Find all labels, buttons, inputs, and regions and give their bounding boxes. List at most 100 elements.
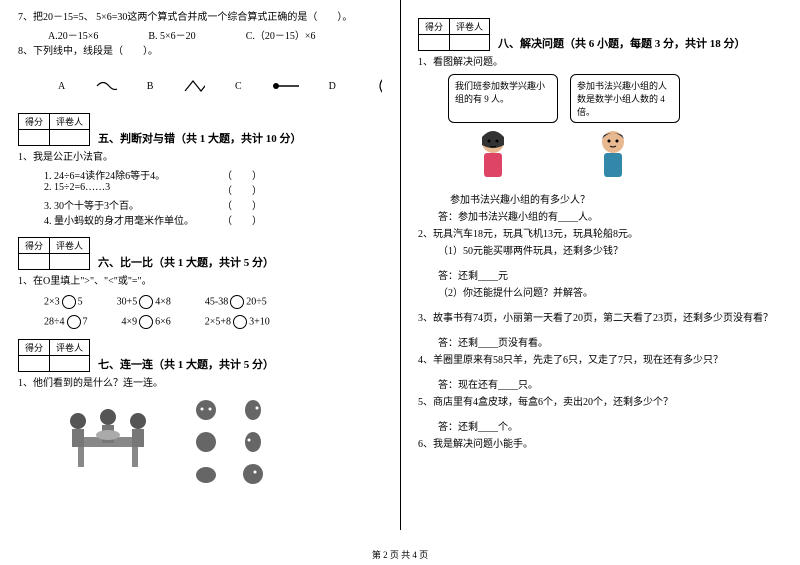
sec6-header: 得分评卷人 六、比一比（共 1 大题，共计 5 分） [18,237,382,270]
comp-1a-l: 2×3 [44,296,60,307]
sec5-i3-paren: （ ） [222,197,262,212]
grader-blank-7 [50,356,90,372]
sec7-title: 七、连一连（共 1 大题，共计 5 分） [90,356,274,372]
q8-stem: 8、下列线中，线段是（ ）。 [18,44,382,59]
score-label: 得分 [19,114,50,130]
sec8-title: 八、解决问题（共 6 小题，每题 3 分，共计 18 分） [490,35,746,51]
q8-4-lead: 4、羊圈里原来有58只羊，先走了6只，又走了7只，现在还有多少只？ [418,353,782,368]
q8-label-c: C [235,81,242,92]
comp-1a: 2×3 5 [44,295,83,309]
comp-2b: 4×9 6×6 [122,315,171,329]
boy-icon [588,127,638,185]
score-blank [19,130,50,146]
comp-2c-r: 3+10 [249,316,270,327]
sec5-i1-paren: （ ） [222,167,262,182]
head-back-icon [188,429,224,457]
q8-1-bubbles: 我们班参加数学兴趣小组的有 9 人。 参加书法兴趣小组的人数是数学小组人数的 4… [418,74,782,123]
comp-1c: 45-38 20÷5 [205,295,267,309]
q7-opt-b: B. 5×6－20 [148,27,195,42]
arc-line-icon [366,71,382,101]
head-front-icon [188,397,224,425]
q8-6-lead: 6、我是解决问题小能手。 [418,437,782,452]
score-label-6: 得分 [19,238,50,254]
grader-label-6: 评卷人 [50,238,90,254]
sec5-i1-text: 1. 24÷6=4读作24除6等于4。 [44,167,165,182]
right-column: 得分评卷人 八、解决问题（共 6 小题，每题 3 分，共计 18 分） 1、看图… [400,0,800,565]
circle-icon [67,315,81,329]
comp-2c: 2×5+8 3+10 [205,315,270,329]
girl-icon [468,127,518,185]
comp-1b-l: 30+5 [117,296,138,307]
score-table-6: 得分评卷人 [18,237,90,270]
zigzag-line-icon [183,77,205,95]
q8-1-persons [418,127,782,185]
comp-2b-r: 6×6 [155,316,171,327]
q8-5-lead: 5、商店里有4盒皮球，每盒6个，卖出20个，还剩多少个？ [418,395,782,410]
grader-label-8: 评卷人 [450,19,490,35]
sec5-i3-text: 3. 30个十等于3个百。 [44,197,139,212]
grader-blank-6 [50,254,90,270]
circle-icon [62,295,76,309]
q8-figures: A B C D [18,71,382,101]
score-blank-6 [19,254,50,270]
score-blank-8 [419,35,450,51]
q8-3-lead: 3、故事书有74页，小丽第一天看了20页，第二天看了23页，还剩多少页没有看？ [418,311,782,326]
head-side-icon [235,397,271,425]
sec7-header: 得分评卷人 七、连一连（共 1 大题，共计 5 分） [18,339,382,372]
comp-2c-l: 2×5+8 [205,316,231,327]
segment-line-icon [272,77,299,95]
sec5-title: 五、判断对与错（共 1 大题，共计 10 分） [90,130,302,146]
sec5-item3: 3. 30个十等于3个百。 （ ） [18,197,382,212]
comp-1c-r: 20÷5 [246,296,267,307]
sec6-lead: 1、在O里填上">"、"<"或"="。 [18,274,382,289]
q8-5-ans: 答：还剩____个。 [418,420,782,435]
circle-icon [139,295,153,309]
sec5-i4-paren: （ ） [222,212,262,227]
q7-options: A.20－15×6 B. 5×6－20 C.（20－15）×6 [18,27,382,42]
sec5-header: 得分评卷人 五、判断对与错（共 1 大题，共计 10 分） [18,113,382,146]
q8-2-p1: （1）50元能买哪两件玩具，还剩多少钱？ [418,244,782,259]
circle-icon [233,315,247,329]
q7-opt-a: A.20－15×6 [48,27,98,42]
q8-label-b: B [147,81,154,92]
score-label-8: 得分 [419,19,450,35]
sec7-illustration [18,397,382,489]
comp-1a-r: 5 [78,296,83,307]
sec6-row1: 2×3 5 30+5 4×8 45-38 20÷5 [18,295,382,309]
q8-1-ans: 答：参加书法兴趣小组的有____人。 [418,210,782,225]
score-table-7: 得分评卷人 [18,339,90,372]
q8-1-lead: 1、看图解决问题。 [418,55,782,70]
q8-1-ask: 参加书法兴趣小组的有多少人？ [418,193,782,208]
sec5-item4: 4. 量小蚂蚁的身才用毫米作单位。 （ ） [18,212,382,227]
q8-3-ans: 答：还剩____页没有看。 [418,336,782,351]
circle-icon [230,295,244,309]
head-top-icon [188,461,224,489]
sec5-item2: 2. 15÷2=6……3 （ ） [18,182,382,197]
sec5-i4-text: 4. 量小蚂蚁的身才用毫米作单位。 [44,212,194,227]
head-views [188,397,278,489]
sec5-item1: 1. 24÷6=4读作24除6等于4。 （ ） [18,167,382,182]
score-table-8: 得分评卷人 [418,18,490,51]
comp-2b-l: 4×9 [122,316,138,327]
comp-1b: 30+5 4×8 [117,295,171,309]
grader-blank [50,130,90,146]
comp-1c-l: 45-38 [205,296,228,307]
sec7-lead: 1、他们看到的是什么？连一连。 [18,376,382,391]
comp-2a-r: 7 [83,316,88,327]
q8-2-lead: 2、玩具汽车18元，玩具飞机13元，玩具轮船8元。 [418,227,782,242]
sec6-title: 六、比一比（共 1 大题，共计 5 分） [90,254,274,270]
head-angle-icon [235,461,271,489]
score-blank-7 [19,356,50,372]
circle-icon [139,315,153,329]
sec6-row2: 28÷47 4×96×6 2×5+83+10 [18,315,382,329]
grader-label-7: 评卷人 [50,340,90,356]
q8-2-p2: （2）你还能提什么问题？并解答。 [418,286,782,301]
speech-bubble-1: 我们班参加数学兴趣小组的有 9 人。 [448,74,558,123]
comp-1b-r: 4×8 [155,296,171,307]
sec5-i2-paren: （ ） [222,182,262,197]
sec5-i2-text: 2. 15÷2=6……3 [44,182,110,197]
wavy-line-icon [95,77,117,95]
q8-2-a1: 答：还剩____元 [418,269,782,284]
page-footer: 第 2 页 共 4 页 [0,548,800,561]
sec8-header: 得分评卷人 八、解决问题（共 6 小题，每题 3 分，共计 18 分） [418,18,782,51]
